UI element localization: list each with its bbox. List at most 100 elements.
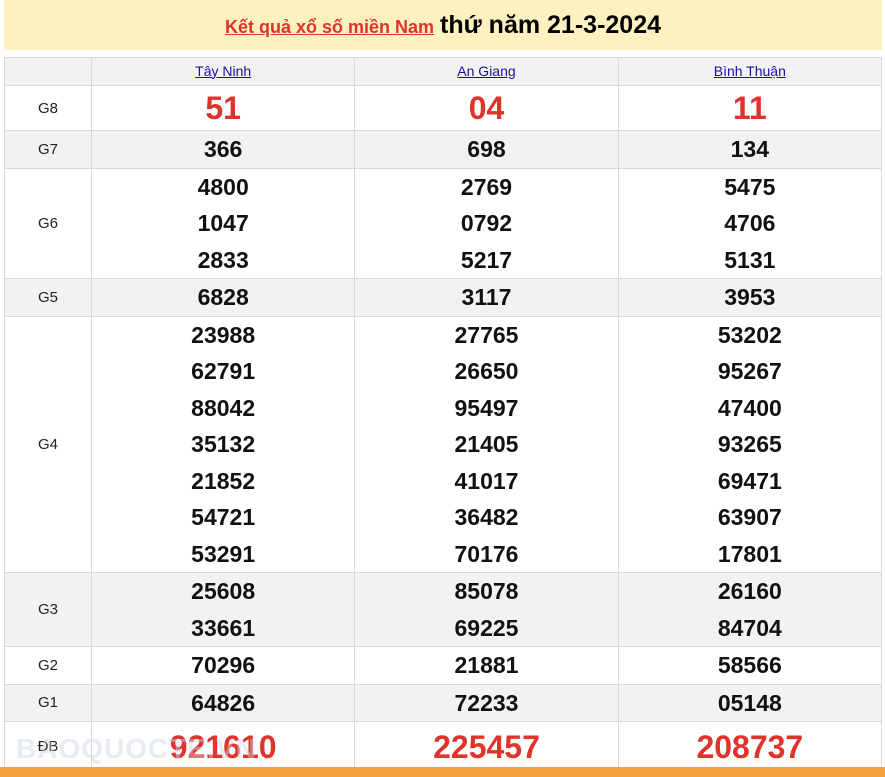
winning-number: 33661 xyxy=(191,614,256,641)
prize-row-g1: G1 64826 72233 05148 xyxy=(4,683,883,722)
footer-bar xyxy=(0,767,885,777)
prize-row-g7: G7 366 698 134 xyxy=(4,130,883,169)
province-header: Bình Thuận xyxy=(617,57,883,86)
winning-number: 53202 xyxy=(717,321,782,348)
winning-number: 366 xyxy=(203,136,243,162)
winning-number: 4706 xyxy=(724,210,776,236)
winning-number: 5475 xyxy=(724,173,776,200)
winning-number: 63907 xyxy=(717,504,782,530)
winning-number: 84704 xyxy=(717,614,782,641)
prize-row-g4: G4 23988 62791 88042 35132 21852 54721 53291 277… xyxy=(4,315,883,573)
prize-label: ĐB xyxy=(4,721,92,772)
winning-number: 4800 xyxy=(197,173,249,200)
empty-header-cell xyxy=(4,57,92,86)
winning-number: 11 xyxy=(732,90,767,126)
prize-cell: 3953 xyxy=(617,278,883,317)
province-link[interactable]: An Giang xyxy=(457,62,516,79)
watermark-logo: BAOQUOCTE.VN xyxy=(16,733,257,764)
winning-number: 05148 xyxy=(717,689,782,716)
winning-number: 88042 xyxy=(191,394,256,421)
winning-number: 0792 xyxy=(460,210,513,236)
winning-number: 95497 xyxy=(454,394,519,421)
winning-number: 208737 xyxy=(696,728,804,765)
province-link[interactable]: Tây Ninh xyxy=(195,62,252,79)
winning-number: 58566 xyxy=(717,652,782,678)
prize-label: G3 xyxy=(4,572,92,647)
winning-number: 72233 xyxy=(454,689,519,716)
prize-cell: 53202 95267 47400 93265 69471 63907 17801 xyxy=(617,315,883,573)
winning-number: 62791 xyxy=(191,358,256,384)
winning-number: 2769 xyxy=(460,173,513,200)
prize-cell: 5475 4706 5131 xyxy=(617,167,883,279)
prize-cell: 2769 0792 5217 xyxy=(354,167,619,279)
winning-number: 93265 xyxy=(717,431,782,457)
prize-label: G4 xyxy=(4,315,92,573)
prize-cell: 04 xyxy=(354,85,619,131)
prize-cell: 11 xyxy=(617,85,883,131)
province-link[interactable]: Bình Thuận xyxy=(713,62,786,79)
prize-label: G8 xyxy=(4,85,92,131)
winning-number: 27765 xyxy=(454,321,519,348)
prize-row-g6: G6 4800 1047 2833 2769 0792 5217 5475 4706 5131 xyxy=(4,167,883,279)
prize-row-g3: G3 25608 33661 85078 69225 26160 84704 xyxy=(4,572,883,647)
results-link[interactable]: Kết quả xổ số miền Nam xyxy=(224,17,435,37)
province-header-row: Tây Ninh An Giang Bình Thuận xyxy=(4,57,883,86)
winning-number: 69471 xyxy=(717,467,782,494)
prize-cell: 25608 33661 xyxy=(90,572,356,647)
prize-cell: 58566 xyxy=(617,646,883,685)
winning-number: 64826 xyxy=(191,689,256,716)
prize-label: G1 xyxy=(4,683,92,722)
prize-cell: 134 xyxy=(617,130,883,169)
winning-number: 04 xyxy=(468,90,505,126)
winning-number: 41017 xyxy=(454,467,519,494)
winning-number: 35132 xyxy=(191,431,256,457)
prize-cell: 921610 xyxy=(90,721,356,772)
prize-cell: 26160 84704 xyxy=(617,572,883,647)
winning-number: 698 xyxy=(467,136,506,162)
winning-number: 5217 xyxy=(460,246,513,273)
winning-number: 51 xyxy=(205,90,241,126)
prize-cell: 698 xyxy=(354,130,619,169)
winning-number: 25608 xyxy=(191,578,256,604)
winning-number: 36482 xyxy=(454,504,519,530)
winning-number: 2833 xyxy=(197,246,249,273)
winning-number: 6828 xyxy=(197,284,249,310)
prize-cell: 27765 26650 95497 21405 41017 36482 70176 xyxy=(354,315,619,573)
prize-cell: 23988 62791 88042 35132 21852 54721 53291 xyxy=(90,315,356,573)
prize-cell: 85078 69225 xyxy=(354,572,619,647)
prize-label: G2 xyxy=(4,646,92,685)
winning-number: 21405 xyxy=(454,431,519,457)
prize-cell: 72233 xyxy=(354,683,619,722)
winning-number: 69225 xyxy=(454,614,519,641)
winning-number: 3953 xyxy=(724,284,776,310)
prize-row-g8: G8 51 04 11 xyxy=(4,85,883,131)
winning-number: 21881 xyxy=(454,652,519,678)
title-bar: Kết quả xổ số miền Nam thứ năm 21-3-2024 xyxy=(4,0,882,50)
prize-cell: 51 xyxy=(90,85,356,131)
draw-date: thứ năm 21-3-2024 xyxy=(440,11,662,39)
winning-number: 23988 xyxy=(191,321,256,348)
winning-number: 26160 xyxy=(717,578,782,604)
winning-number: 921610 xyxy=(169,728,277,765)
winning-number: 21852 xyxy=(191,467,256,494)
winning-number: 54721 xyxy=(191,504,256,530)
winning-number: 70176 xyxy=(454,540,519,567)
prize-cell: 05148 xyxy=(617,683,883,722)
prize-cell: 3117 xyxy=(354,278,619,317)
prize-cell: 64826 xyxy=(90,683,356,722)
prize-cell: 208737 xyxy=(617,721,883,772)
prize-cell: 21881 xyxy=(354,646,619,685)
prize-label: G7 xyxy=(4,130,92,169)
prize-cell: 70296 xyxy=(90,646,356,685)
winning-number: 53291 xyxy=(191,540,256,567)
winning-number: 85078 xyxy=(454,578,519,604)
prize-cell: 4800 1047 2833 xyxy=(90,167,356,279)
prize-row-đb: ĐB 921610 225457 208737 xyxy=(4,721,883,772)
winning-number: 70296 xyxy=(191,652,256,678)
prize-label: G6 xyxy=(4,167,92,279)
prize-cell: 6828 xyxy=(90,278,356,317)
results-table: Tây Ninh An Giang Bình Thuận G8 51 04 11 G7 3… xyxy=(4,57,883,772)
prize-label: G5 xyxy=(4,278,92,317)
province-header: Tây Ninh xyxy=(90,57,356,86)
winning-number: 134 xyxy=(730,136,770,162)
